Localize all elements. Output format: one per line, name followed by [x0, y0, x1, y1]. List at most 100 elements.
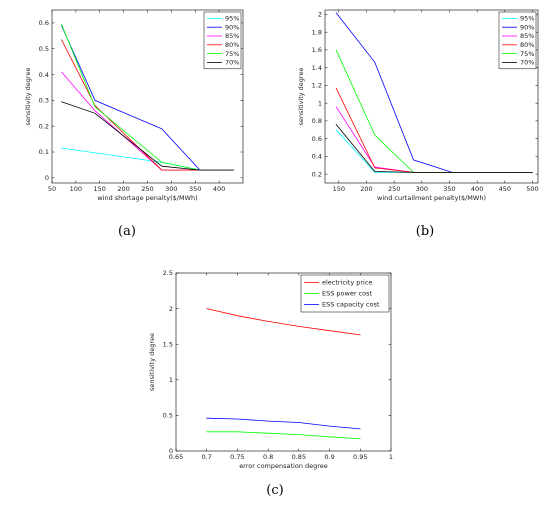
x-tick-label: 0.9	[324, 453, 334, 461]
data-point	[94, 112, 96, 114]
y-tick-label: 1.4	[312, 64, 322, 72]
x-tick-label: 200	[360, 185, 372, 193]
data-point	[61, 101, 62, 103]
x-tick-label: 150	[333, 185, 345, 193]
data-point	[359, 438, 361, 440]
y-axis-label: sensitivity degree	[24, 68, 32, 126]
x-axis-label: wind shortage penalty($/MWh)	[97, 194, 197, 202]
data-point	[94, 100, 96, 101]
y-tick-label: 0.4	[312, 153, 322, 161]
legend-label: ESS power cost	[322, 290, 373, 298]
data-point	[335, 12, 337, 14]
data-point	[267, 420, 269, 422]
data-point	[237, 315, 238, 317]
data-point	[206, 431, 208, 433]
y-axis-label: sensitivity degree	[148, 333, 156, 391]
data-point	[233, 169, 234, 171]
panel-caption: (c)	[266, 483, 283, 498]
x-tick-label: 1	[389, 453, 393, 461]
panel-caption: (a)	[118, 224, 136, 239]
chart-b: 150 200 250 300 350 400 450 500 0.2 0.4 0.6 0.8 1 1.2…	[297, 9, 539, 239]
y-tick-label: 2.5	[163, 269, 173, 277]
data-point	[335, 106, 337, 108]
x-axis-label: wind curtailment penalty($/MWh)	[377, 194, 486, 202]
x-tick-label: 150	[94, 185, 106, 193]
x-tick-label: 0.8	[263, 453, 273, 461]
y-tick-label: 0	[169, 447, 173, 455]
data-point	[532, 172, 533, 173]
y-tick-label: 2	[169, 305, 173, 313]
legend-box	[498, 11, 537, 70]
legend-label: 75%	[225, 50, 239, 58]
data-point	[237, 431, 238, 433]
data-point	[335, 129, 337, 131]
data-point	[298, 434, 300, 435]
data-point	[61, 71, 62, 73]
data-point	[374, 167, 376, 169]
legend-box	[203, 11, 242, 70]
legend-label: 75%	[520, 50, 534, 58]
y-tick-label: 1	[169, 376, 173, 384]
y-tick-label: 1.8	[312, 28, 322, 36]
data-point	[267, 321, 269, 322]
data-point	[413, 172, 414, 173]
data-point	[329, 425, 330, 427]
data-point	[374, 134, 376, 136]
series-line	[206, 417, 361, 430]
data-point	[374, 172, 376, 173]
y-tick-label: 1	[318, 99, 322, 107]
x-tick-label: 200	[117, 185, 129, 193]
y-tick-label: 1.2	[312, 82, 322, 90]
x-tick-label: 0.65	[169, 453, 183, 461]
data-point	[374, 171, 376, 172]
y-tick-label: 0.6	[39, 19, 49, 27]
legend-label: 70%	[520, 59, 534, 67]
data-point	[206, 308, 208, 309]
y-tick-label: 0	[45, 174, 49, 182]
x-tick-label: 0.95	[353, 453, 367, 461]
data-point	[413, 159, 414, 161]
data-point	[161, 128, 163, 130]
legend-label: 80%	[520, 41, 534, 49]
data-point	[161, 161, 163, 163]
data-point	[61, 39, 62, 41]
data-point	[298, 326, 300, 327]
legend-label: ESS capacity cost	[322, 301, 380, 309]
data-point	[237, 418, 238, 420]
y-tick-label: 0.5	[39, 45, 49, 53]
legend-label: 95%	[225, 15, 239, 23]
x-tick-label: 350	[189, 185, 201, 193]
y-tick-label: 0.1	[39, 148, 49, 156]
y-tick-label: 0.2	[39, 122, 49, 130]
x-tick-label: 0.75	[230, 453, 244, 461]
data-point	[335, 49, 337, 51]
legend-label: electricity price	[322, 279, 372, 287]
y-tick-label: 1.6	[312, 46, 322, 54]
legend-label: 70%	[225, 59, 239, 67]
data-point	[359, 334, 361, 336]
data-point	[61, 23, 62, 25]
legend-label: 95%	[520, 15, 534, 23]
data-point	[329, 330, 330, 332]
data-point	[94, 106, 96, 108]
x-tick-label: 300	[416, 185, 428, 193]
data-point	[329, 436, 330, 438]
y-tick-label: 0.4	[39, 71, 49, 79]
x-tick-label: 350	[443, 185, 455, 193]
data-point	[161, 169, 163, 171]
y-tick-label: 0.8	[312, 117, 322, 125]
legend-label: 90%	[520, 23, 534, 31]
x-tick-label: 300	[165, 185, 177, 193]
x-tick-label: 0.85	[292, 453, 306, 461]
data-point	[199, 169, 201, 171]
legend-label: 85%	[520, 32, 534, 40]
data-point	[94, 110, 96, 112]
data-point	[335, 87, 337, 89]
x-axis-label: error compensation degree	[239, 462, 328, 470]
legend-label: 80%	[225, 41, 239, 49]
chart-c: 0.65 0.7 0.75 0.8 0.85 0.9 0.95 1 0 0.5 1 1.5 2 2.5 er…	[148, 269, 393, 498]
data-point	[267, 432, 269, 434]
y-tick-label: 0.5	[163, 412, 173, 420]
data-point	[61, 147, 62, 149]
